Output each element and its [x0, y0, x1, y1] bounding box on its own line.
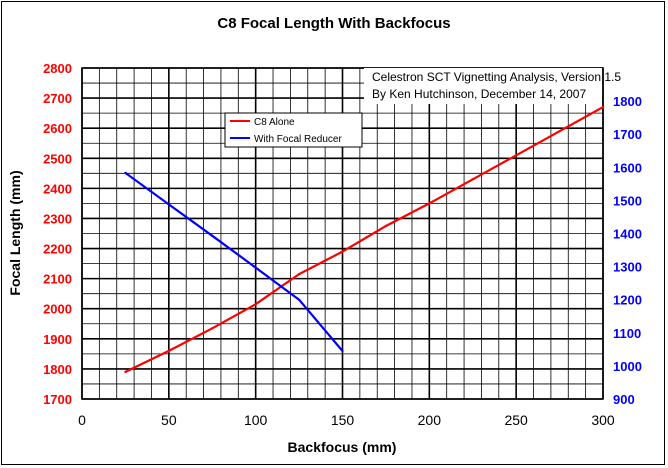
y-tick-label: 1900	[43, 332, 72, 347]
chart-annotation: Celestron SCT Vignetting Analysis, Versi…	[364, 68, 621, 104]
series-line-focal-reducer	[124, 172, 344, 352]
x-tick-label: 250	[504, 412, 528, 428]
y-tick-label: 2100	[43, 272, 72, 287]
data-point-focal-reducer	[341, 349, 344, 353]
y-tick-label: 2500	[43, 151, 72, 166]
data-point-c8-alone	[297, 272, 301, 276]
data-point-c8-alone	[558, 129, 561, 133]
y-tick-label: 2700	[43, 91, 72, 106]
x-tick-label: 100	[244, 412, 268, 428]
x-tick-label: 50	[161, 412, 177, 428]
data-point-c8-alone	[428, 202, 431, 205]
legend-label-focal-reducer: With Focal Reducer	[254, 134, 342, 145]
data-point-c8-alone	[254, 303, 257, 306]
data-point-focal-reducer	[211, 234, 214, 238]
data-point-focal-reducer	[124, 171, 127, 175]
y-tick-label: 2300	[43, 211, 72, 226]
y2-tick-label: 1200	[613, 293, 642, 308]
y2-tick-label: 1700	[613, 127, 642, 142]
data-point-focal-reducer	[297, 298, 301, 301]
data-point-c8-alone	[341, 250, 344, 253]
y-tick-label: 1700	[43, 392, 72, 407]
chart-legend: C8 Alone With Focal Reducer	[224, 112, 363, 148]
y2-tick-label: 1400	[613, 227, 642, 242]
data-point-c8-alone	[211, 327, 214, 330]
series-lines	[124, 105, 605, 374]
annotation-background	[364, 68, 602, 104]
x-tick-label: 0	[78, 412, 86, 428]
data-point-c8-alone	[471, 178, 474, 181]
data-point-c8-alone	[601, 105, 605, 109]
annotation-line-1: Celestron SCT Vignetting Analysis, Versi…	[372, 70, 621, 84]
x-tick-label: 150	[331, 412, 355, 428]
y-tick-label: 2800	[43, 61, 72, 76]
series-line-c8-alone	[124, 106, 604, 373]
data-point-c8-alone	[384, 224, 388, 228]
x-axis-title: Backfocus (mm)	[288, 439, 397, 455]
axis-tick-labels: 1700180019002000210022002300240025002600…	[43, 61, 642, 428]
annotation-line-2: By Ken Hutchinson, December 14, 2007	[372, 87, 586, 101]
legend-box	[224, 112, 363, 148]
x-tick-label: 200	[418, 412, 442, 428]
x-tick-label: 300	[591, 412, 615, 428]
y2-tick-label: 1100	[613, 326, 641, 341]
y2-tick-label: 900	[613, 392, 635, 407]
plot-area-border	[81, 67, 604, 400]
data-point-focal-reducer	[254, 266, 257, 269]
y-tick-label: 2000	[43, 302, 72, 317]
y2-tick-label: 1000	[613, 359, 642, 374]
data-point-c8-alone	[514, 154, 518, 157]
y2-tick-label: 1800	[613, 94, 642, 109]
data-point-focal-reducer	[167, 203, 171, 206]
y-axis-title: Focal Length (mm)	[7, 170, 23, 295]
y2-tick-label: 1600	[613, 160, 642, 175]
y-tick-label: 2400	[43, 181, 72, 196]
data-point-c8-alone	[124, 370, 127, 374]
y-tick-label: 2200	[43, 242, 72, 257]
y2-tick-label: 1500	[613, 193, 642, 208]
chart-title: C8 Focal Length With Backfocus	[217, 15, 450, 32]
y-tick-label: 1800	[43, 362, 72, 377]
y-tick-label: 2600	[43, 121, 72, 136]
data-point-c8-alone	[167, 349, 171, 353]
legend-label-c8-alone: C8 Alone	[254, 117, 295, 128]
y2-tick-label: 1300	[613, 260, 642, 275]
